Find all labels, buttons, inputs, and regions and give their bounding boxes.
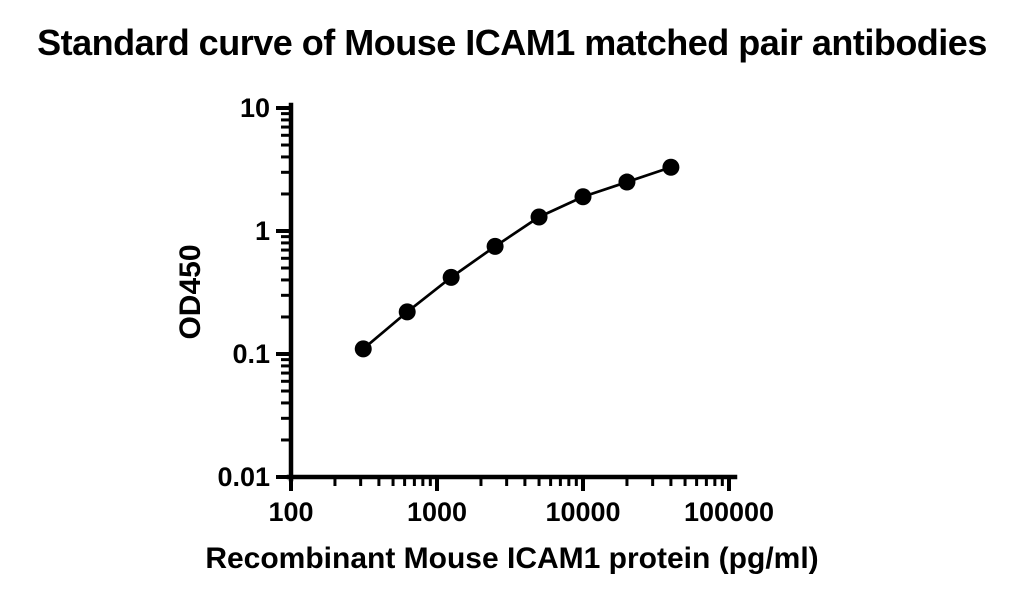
y-axis-title: OD450 (174, 244, 207, 339)
x-tick-label: 100 (268, 497, 313, 527)
series-line (362, 165, 672, 350)
x-tick-label: 1000 (407, 497, 467, 527)
chart-title: Standard curve of Mouse ICAM1 matched pa… (37, 22, 987, 63)
y-tick-label: 0.1 (232, 339, 270, 369)
y-tick-label: 10 (240, 93, 270, 123)
y-tick-label: 0.01 (217, 462, 270, 492)
x-tick-label: 10000 (545, 497, 620, 527)
x-tick-label: 100000 (684, 497, 774, 527)
x-axis-title: Recombinant Mouse ICAM1 protein (pg/ml) (205, 542, 818, 575)
y-tick-label: 1 (255, 216, 270, 246)
